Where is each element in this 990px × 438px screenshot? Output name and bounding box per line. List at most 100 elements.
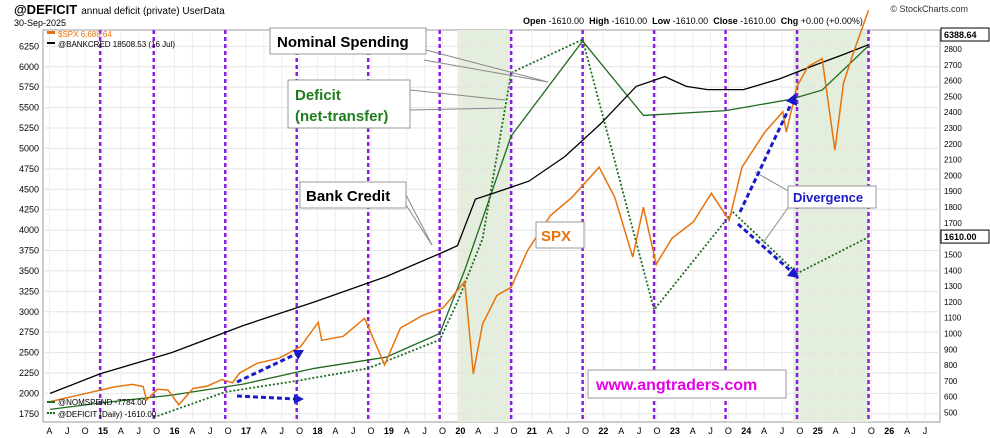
x-tick-label: 20 [455, 426, 465, 436]
right-tick-label: 700 [944, 377, 958, 386]
x-tick-label: 19 [384, 426, 394, 436]
low-label: Low [652, 16, 671, 26]
left-tick-label: 4000 [19, 225, 39, 235]
x-tick-label: 25 [813, 426, 823, 436]
left-tick-label: 2750 [19, 327, 39, 337]
left-tick-label: 5000 [19, 143, 39, 153]
chart-date: 30-Sep-2025 [14, 18, 67, 28]
series-line-deficitdaily [153, 38, 869, 419]
blue-arrowhead [787, 267, 799, 278]
x-tick-label: A [261, 426, 267, 436]
x-tick-label: O [582, 426, 589, 436]
legend-deficit: @DEFICIT (Daily) -1610.00 [58, 410, 157, 419]
close-label: Close [713, 16, 738, 26]
x-tick-label: J [708, 426, 713, 436]
symbol-label: @DEFICIT [14, 2, 78, 17]
low-value: -1610.00 [672, 16, 709, 26]
x-tick-label: A [118, 426, 124, 436]
deficit-label: Deficit [295, 87, 341, 104]
series-line-nomspend [50, 40, 869, 411]
blue-arrowhead [294, 394, 304, 404]
legend-nomspend: @NOMSPEND -7784.00 [58, 398, 147, 407]
divergence-pointer [754, 171, 791, 193]
x-tick-label: O [868, 426, 875, 436]
deficit-label-sub: (net-transfer) [295, 108, 388, 125]
right-tick-label: 2300 [944, 124, 962, 133]
open-value: -1610.00 [548, 16, 585, 26]
bank-credit-label: Bank Credit [306, 188, 390, 205]
right-tick-label: 2400 [944, 108, 962, 117]
right-tick-label: 800 [944, 361, 958, 370]
left-tick-label: 4500 [19, 184, 39, 194]
annotations: Nominal Spending Deficit (net-transfer) … [236, 27, 877, 404]
series-line-spx [49, 10, 870, 407]
right-tick-label: 2600 [944, 77, 962, 86]
left-tick-label: 2000 [19, 388, 39, 398]
right-tick-label: 1400 [944, 266, 962, 275]
gridlines [43, 30, 940, 422]
x-tick-label: J [351, 426, 356, 436]
x-tick-label: A [833, 426, 839, 436]
left-tick-label: 5750 [19, 82, 39, 92]
right-tick-label: 1200 [944, 298, 962, 307]
x-tick-label: A [904, 426, 910, 436]
right-tick-label: 1100 [944, 314, 962, 323]
right-tick-label: 2500 [944, 92, 962, 101]
legend-swatch-spx [47, 31, 55, 34]
left-tick-label: 3000 [19, 307, 39, 317]
left-tick-label: 2500 [19, 348, 39, 358]
right-tick-label: 500 [944, 409, 958, 418]
spx-last-value: 6388.64 [944, 30, 977, 40]
bankcredit-pointer-2 [405, 204, 433, 246]
x-tick-label: A [761, 426, 767, 436]
brand-label: © StockCharts.com [890, 4, 968, 14]
chart-title: @DEFICIT annual deficit (private) UserDat… [14, 2, 225, 17]
left-tick-label: 3500 [19, 266, 39, 276]
x-tick-label: O [82, 426, 89, 436]
left-tick-label: 6250 [19, 41, 39, 51]
left-tick-label: 6000 [19, 62, 39, 72]
x-tick-label: O [653, 426, 660, 436]
right-tick-label: 1300 [944, 282, 962, 291]
x-tick-label: 26 [884, 426, 894, 436]
right-tick-label: 2700 [944, 61, 962, 70]
nominal-pointer-2 [423, 59, 549, 83]
blue-arrow-up-2017 [236, 352, 297, 384]
blue-arrow-flat-2017 [236, 394, 297, 401]
legend-bankcred: @BANKCRED 18508.53 (16 Jul) [58, 40, 175, 49]
deficit-box [287, 79, 411, 129]
x-tick-label: A [690, 426, 696, 436]
website-label: www.angtraders.com [595, 377, 757, 394]
right-tick-label: 600 [944, 393, 958, 402]
left-tick-label: 5250 [19, 123, 39, 133]
left-tick-label: 2250 [19, 368, 39, 378]
right-tick-label: 1900 [944, 187, 962, 196]
x-tick-label: J [851, 426, 856, 436]
deficit-pointer-2 [409, 107, 506, 111]
x-tick-label: O [225, 426, 232, 436]
x-tick-label: J [137, 426, 142, 436]
right-tick-label: 2100 [944, 156, 962, 165]
x-tick-label: J [208, 426, 213, 436]
x-tick-label: J [565, 426, 570, 436]
divergence-box [787, 185, 877, 209]
series-lines [49, 10, 870, 419]
x-tick-label: O [796, 426, 803, 436]
x-tick-label: A [547, 426, 553, 436]
blue-arrow-up-2024 [738, 101, 794, 213]
x-tick-label: J [279, 426, 284, 436]
x-tick-label: A [189, 426, 195, 436]
x-tick-label: 15 [98, 426, 108, 436]
x-tick-label: J [637, 426, 642, 436]
left-tick-label: 4250 [19, 205, 39, 215]
left-tick-label: 1750 [19, 409, 39, 419]
legend: $SPX 6,688.64 @BANKCRED 18508.53 (16 Jul… [47, 30, 175, 419]
left-tick-label: 3750 [19, 246, 39, 256]
x-tick-label: 23 [670, 426, 680, 436]
divergence-pointer-2 [762, 204, 791, 244]
nominal-spending-label: Nominal Spending [277, 34, 409, 51]
nominal-spending-box [269, 27, 427, 55]
x-tick-label: 18 [312, 426, 322, 436]
